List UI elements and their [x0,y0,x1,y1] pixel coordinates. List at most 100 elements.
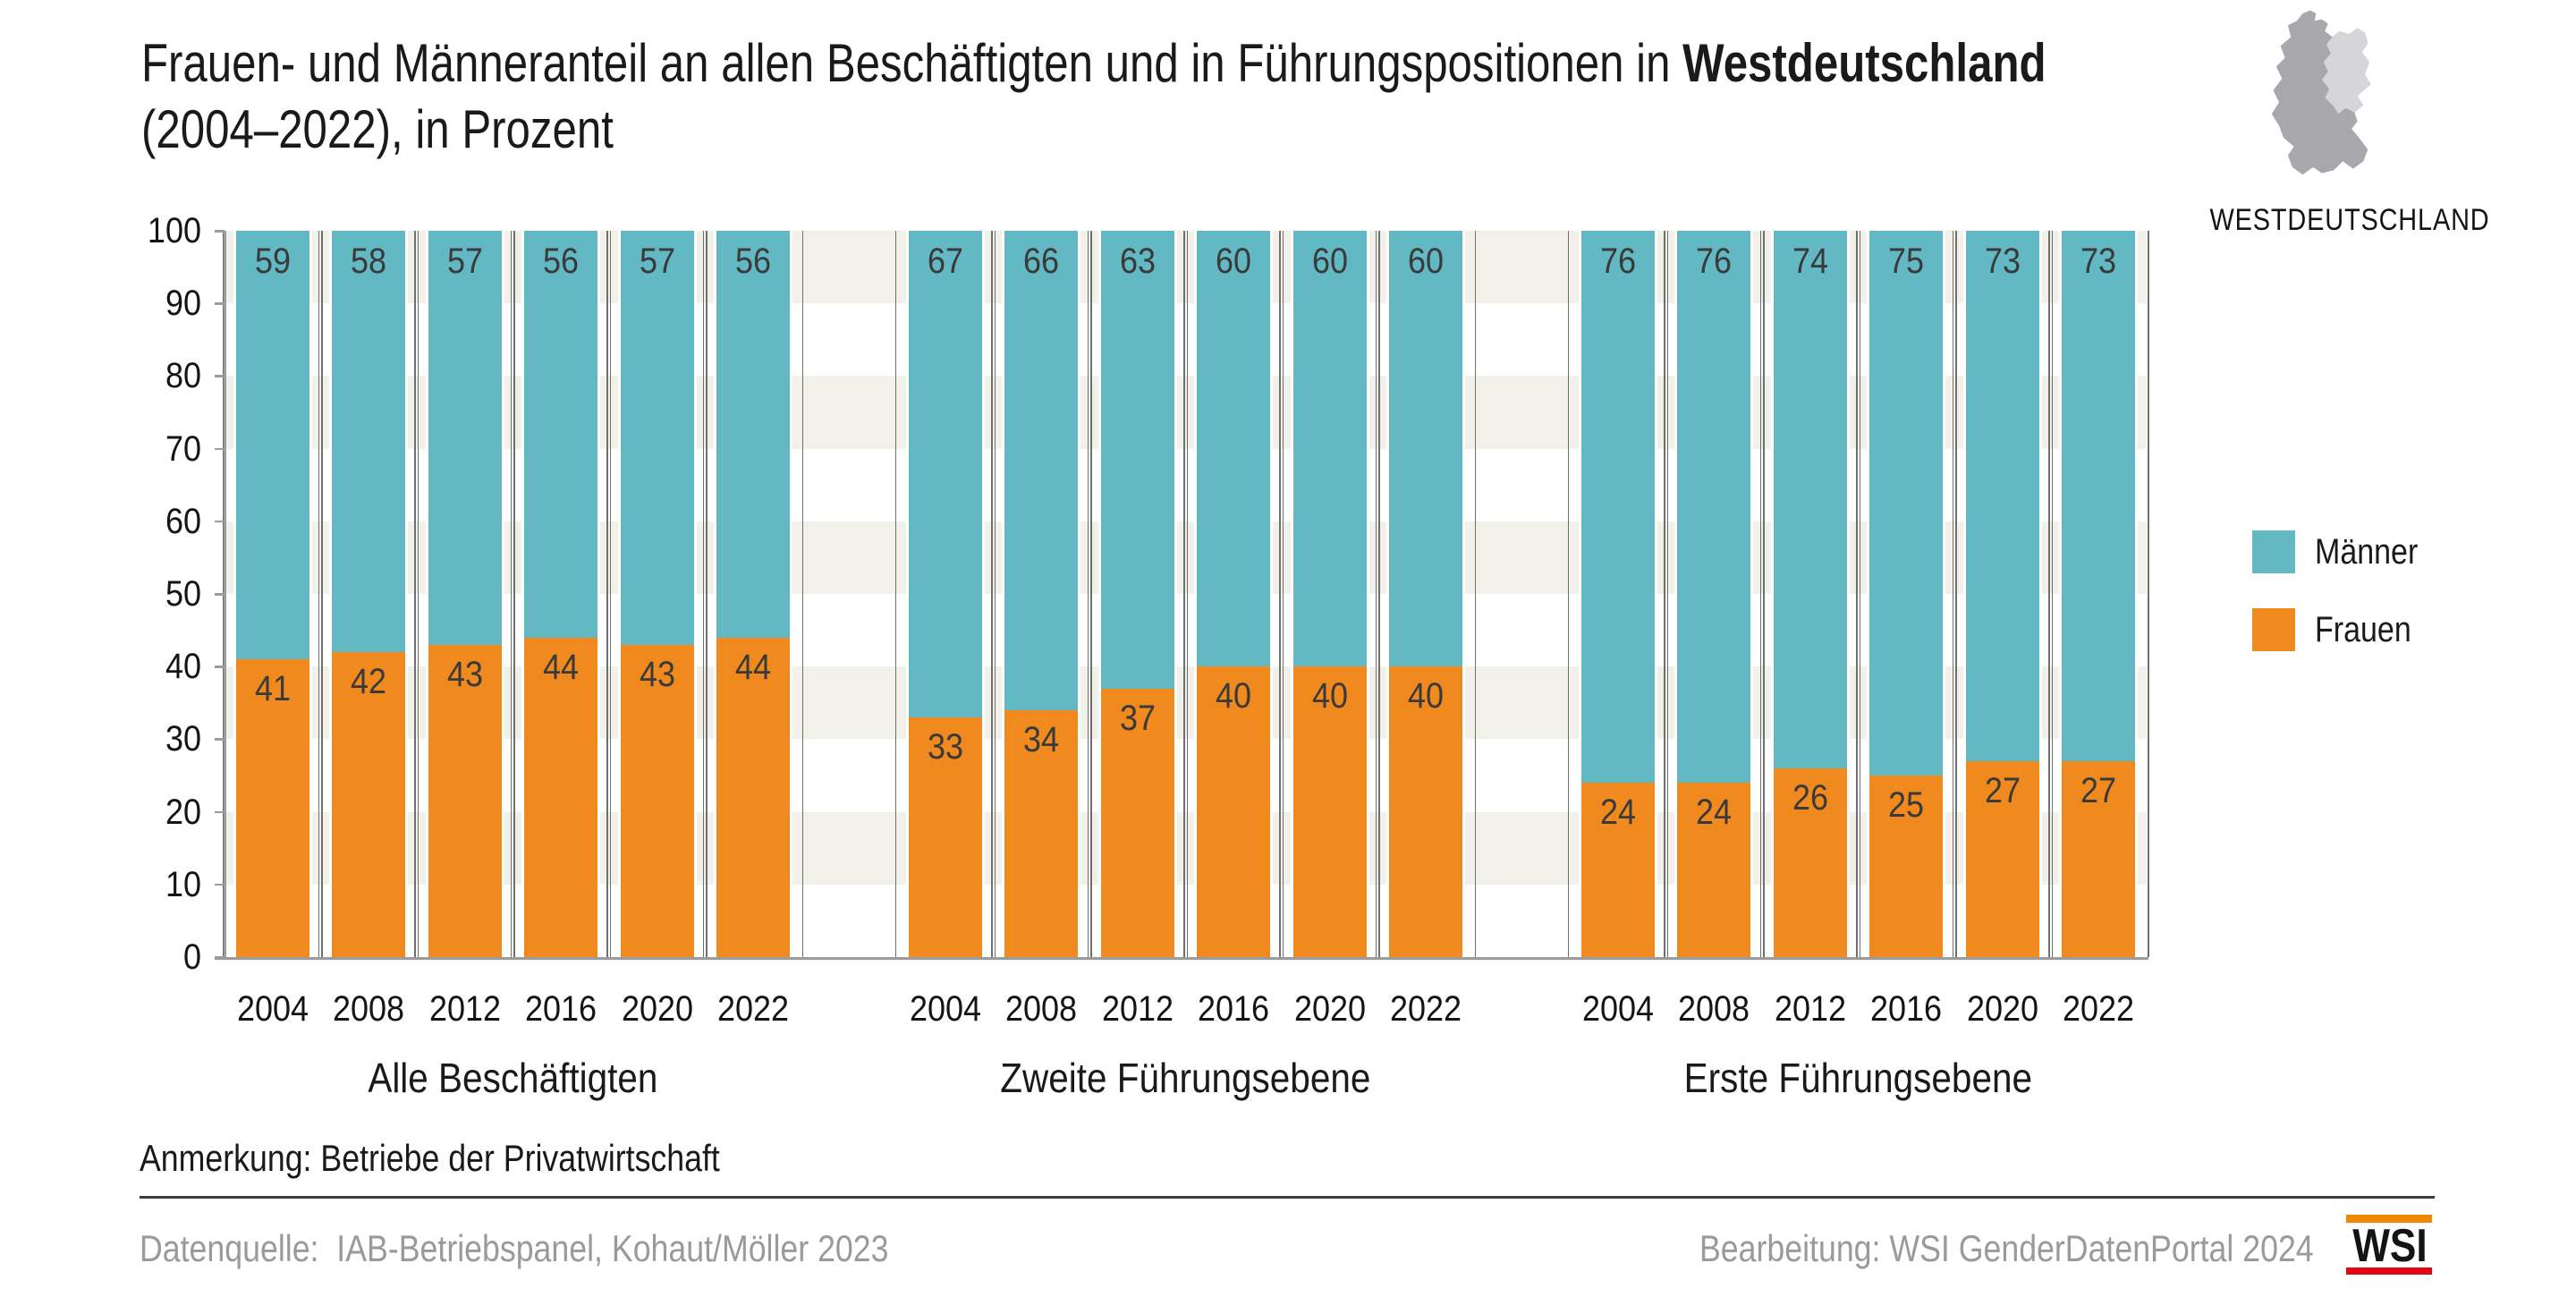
gridline-vertical [1087,231,1089,957]
bar-2012-group-2: 63 37 [1097,231,1177,957]
gridline-vertical [1955,231,1957,957]
value-label-maenner: 76 [1696,242,1733,281]
gridline-vertical [414,231,416,957]
x-tick-label-2016: 2016 [1198,989,1270,1029]
x-tick-label-2008: 2008 [1005,989,1078,1029]
bar-segment-frauen-2016[interactable] [1869,776,1944,957]
bar-segment-frauen-2012[interactable] [428,644,502,957]
group-label-1: Alle Beschäftigten [368,1055,658,1101]
bar-segment-maenner-2020[interactable] [620,231,694,645]
value-label-frauen: 24 [1599,793,1637,833]
bar-segment-frauen-2012[interactable] [1773,767,1847,957]
value-label-maenner: 60 [1311,242,1348,281]
bar-segment-maenner-2004[interactable] [235,231,309,660]
y-tick-label-20: 20 [165,792,201,832]
bar-segment-maenner-2004[interactable] [908,231,982,718]
gridline-vertical [1666,231,1669,957]
bar-segment-maenner-2012[interactable] [1100,231,1174,689]
bar-segment-maenner-2012[interactable] [1773,231,1847,768]
bar-segment-frauen-2016[interactable] [524,637,598,957]
bar-segment-maenner-2012[interactable] [428,231,502,645]
bar-segment-frauen-2004[interactable] [235,659,309,957]
bar-2004-group-2: 67 33 [905,231,985,957]
value-label-maenner: 56 [543,242,580,281]
legend-label-frauen: Frauen [2315,610,2411,649]
legend-label-maenner: Männer [2315,532,2419,572]
y-tick-label-40: 40 [165,647,201,687]
bar-2020-group-1: 57 43 [617,231,697,957]
bar-2022-group-1: 56 44 [713,231,792,957]
y-tick [215,810,225,814]
bar-segment-frauen-2012[interactable] [1100,688,1174,957]
bar-segment-maenner-2008[interactable] [1004,231,1079,710]
gridline-vertical [706,231,708,957]
gridline-vertical [609,231,612,957]
bar-segment-frauen-2008[interactable] [1677,783,1751,957]
grid-band-90-100 [225,231,2147,304]
legend-swatch-maenner[interactable] [2252,530,2295,573]
y-tick-label-60: 60 [165,501,201,541]
gridline-vertical [2051,231,2054,957]
value-label-frauen: 43 [446,654,483,694]
bar-segment-maenner-2022[interactable] [2062,231,2136,761]
group-label-3: Erste Führungsebene [1683,1055,2033,1101]
bar-segment-maenner-2020[interactable] [1965,231,2039,761]
value-label-frauen: 26 [1792,777,1828,818]
bar-segment-frauen-2008[interactable] [1004,709,1079,957]
y-tick-label-80: 80 [165,356,201,396]
x-tick-label-2020: 2020 [1293,989,1366,1029]
x-tick-label-2016: 2016 [525,989,597,1029]
value-label-frauen: 37 [1119,698,1156,738]
wsi-logo-red-bar [2346,1267,2432,1275]
y-axis-line [223,231,226,960]
grid-band-30-40 [225,666,2147,740]
bar-segment-maenner-2022[interactable] [1389,231,1463,667]
y-tick-label-70: 70 [165,428,201,469]
value-label-maenner: 67 [927,242,963,281]
y-tick [215,665,225,668]
x-tick-label-2004: 2004 [1581,989,1655,1029]
bar-segment-maenner-2008[interactable] [332,231,406,652]
map-region-east [2322,28,2371,114]
bar-segment-maenner-2016[interactable] [1197,231,1271,667]
gridline-vertical [1090,231,1092,957]
gridline-vertical [1859,231,1861,957]
gridline-vertical [994,231,996,957]
y-tick-label-30: 30 [165,719,201,759]
bar-segment-maenner-2020[interactable] [1292,231,1367,667]
value-label-maenner: 73 [1984,242,2021,281]
bar-segment-frauen-2004[interactable] [908,717,982,957]
y-tick [215,738,225,741]
bar-segment-frauen-2004[interactable] [1581,783,1656,957]
gridline-vertical [894,231,897,957]
value-label-frauen: 33 [927,727,963,767]
bar-segment-frauen-2022[interactable] [2062,760,2136,957]
y-tick [215,230,225,233]
bar-segment-frauen-2020[interactable] [620,644,694,957]
x-tick-label-2012: 2012 [1774,989,1846,1029]
x-tick-label-2004: 2004 [236,989,309,1029]
bar-segment-maenner-2022[interactable] [716,231,790,638]
bar-segment-maenner-2004[interactable] [1581,231,1656,784]
bar-segment-maenner-2016[interactable] [524,231,598,638]
bar-segment-frauen-2016[interactable] [1197,666,1271,957]
bar-segment-frauen-2020[interactable] [1292,666,1367,957]
value-label-frauen: 42 [351,661,387,701]
bar-segment-maenner-2008[interactable] [1677,231,1751,784]
bar-segment-maenner-2016[interactable] [1869,231,1944,776]
grid-band-50-60 [225,521,2147,594]
bar-segment-frauen-2022[interactable] [716,637,790,957]
bar-segment-frauen-2008[interactable] [332,651,406,957]
bar-2016-group-3: 75 25 [1867,231,1946,957]
value-label-maenner: 74 [1792,242,1828,281]
bar-2012-group-1: 57 43 [425,231,504,957]
gridline-vertical [1952,231,1954,957]
gridline-vertical [513,231,515,957]
bar-segment-frauen-2022[interactable] [1389,666,1463,957]
gridline-vertical [1279,231,1281,957]
value-label-maenner: 59 [254,242,291,281]
wsi-logo-orange-bar [2346,1215,2432,1223]
legend-swatch-frauen[interactable] [2252,608,2295,651]
value-label-frauen: 34 [1023,719,1060,759]
bar-segment-frauen-2020[interactable] [1965,760,2039,957]
